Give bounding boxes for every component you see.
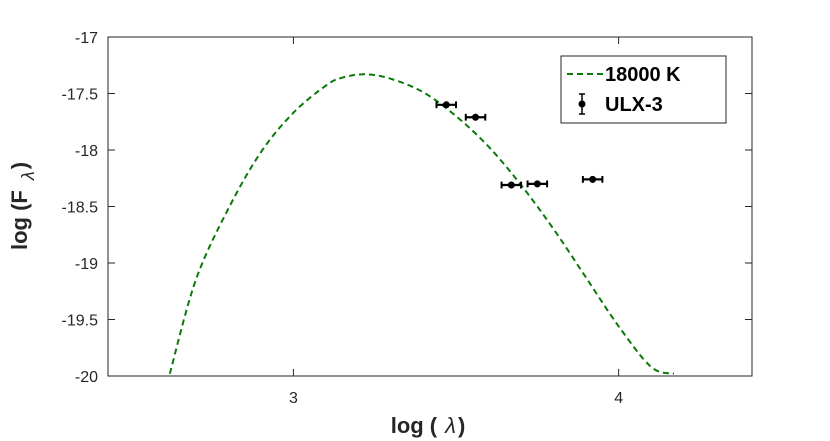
marker — [589, 175, 597, 183]
legend-box — [560, 55, 727, 124]
legend-label-data: ULX-3 — [605, 94, 663, 116]
legend-dot — [578, 100, 586, 108]
y-axis-title-suffix: ) — [7, 162, 32, 169]
x-axis-title: log (λ) — [391, 413, 466, 438]
y-axis-title: log (F λ) — [7, 162, 38, 250]
x-axis-title-suffix: ) — [458, 413, 465, 438]
y-tick-label: -20 — [75, 369, 98, 386]
marker — [472, 113, 480, 121]
y-axis-title-lambda: λ — [18, 171, 38, 181]
marker — [442, 101, 450, 109]
marker — [507, 181, 515, 189]
x-tick-label: 4 — [614, 390, 623, 407]
y-tick-label: -17 — [75, 30, 98, 47]
y-axis-title-prefix: log (F — [7, 190, 32, 250]
x-axis-title-prefix: log ( — [391, 413, 438, 438]
series-18000k-line — [168, 73, 675, 375]
marker — [533, 180, 541, 188]
data-point-3 — [500, 181, 523, 189]
legend-label-model: 18000 K — [605, 64, 681, 86]
y-tick-label: -18 — [75, 143, 98, 160]
y-tick-label: -17.5 — [62, 87, 99, 104]
legend: 18000 K ULX-3 — [560, 55, 727, 124]
data-point-2 — [464, 113, 487, 121]
x-axis-title-lambda: λ — [444, 413, 456, 438]
legend-marker-sample — [578, 93, 586, 115]
y-tick-label: -19 — [75, 256, 98, 273]
y-tick-label: -19.5 — [62, 313, 99, 330]
data-point-4 — [526, 180, 549, 188]
y-tick-label: -18.5 — [62, 200, 99, 217]
data-point-1 — [435, 101, 458, 109]
x-tick-label: 3 — [289, 390, 298, 407]
data-point-5 — [581, 175, 604, 183]
